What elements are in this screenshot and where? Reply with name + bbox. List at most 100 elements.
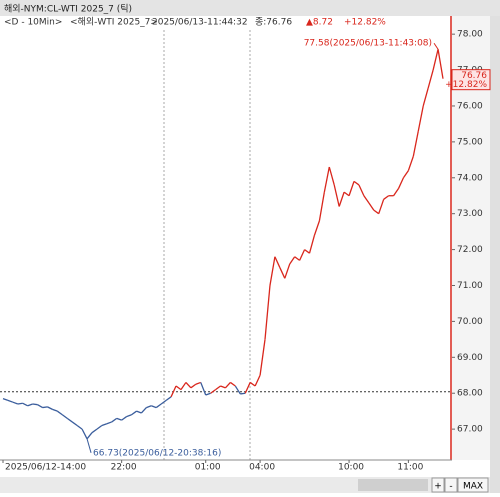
price-segment xyxy=(195,381,201,385)
price-segment xyxy=(407,156,414,171)
price-segment xyxy=(348,181,355,196)
info-symbol: <해외-WTI 2025_7> xyxy=(70,16,158,28)
price-segment xyxy=(294,256,301,261)
price-segment xyxy=(383,195,389,200)
y-tick-label: 69.00 xyxy=(457,353,483,363)
price-segment xyxy=(318,192,325,221)
annotation: 77.58(2025/06/13-11:43:08) xyxy=(304,39,432,49)
price-segment xyxy=(91,428,98,434)
price-segment xyxy=(323,166,330,193)
price-segment xyxy=(432,49,439,71)
info-period: <D - 10Min> xyxy=(4,18,62,28)
price-segment xyxy=(259,339,266,376)
price-segment xyxy=(27,403,33,407)
y-tick-label: 75.00 xyxy=(457,137,483,147)
price-segment xyxy=(220,385,226,389)
price-segment xyxy=(200,382,207,396)
price-segment xyxy=(422,87,429,107)
price-segment xyxy=(140,407,147,414)
price-segment xyxy=(81,428,88,440)
scroll-thumb[interactable] xyxy=(358,479,428,491)
price-segment xyxy=(234,385,241,395)
button-label: + xyxy=(434,482,442,492)
y-tick-label: 73.00 xyxy=(457,209,483,219)
zoom-out-button[interactable]: - xyxy=(444,477,458,493)
price-segment xyxy=(279,267,286,279)
price-segment xyxy=(224,382,231,389)
price-segment xyxy=(363,195,370,204)
price-segment xyxy=(52,408,58,412)
price-segment xyxy=(249,381,256,387)
price-segment xyxy=(333,184,340,207)
zoom-in-button[interactable]: + xyxy=(431,477,445,493)
price-segment xyxy=(121,416,127,421)
price-segment xyxy=(343,191,350,197)
price-segment xyxy=(254,374,261,387)
price-segment xyxy=(397,177,405,189)
y-tick-label: 76.00 xyxy=(457,101,483,111)
price-segment xyxy=(240,392,246,395)
price-segment xyxy=(37,404,43,409)
price-segment xyxy=(111,417,118,423)
price-segment xyxy=(373,209,380,215)
button-label: MAX xyxy=(463,482,483,492)
last-price-change: +12.82% xyxy=(445,80,487,90)
price-segment xyxy=(353,180,360,186)
price-segment xyxy=(180,382,187,390)
x-tick-label: 01:00 xyxy=(195,463,221,473)
price-segment xyxy=(190,383,197,389)
price-segment xyxy=(338,191,345,207)
info-change: ▲8.72 xyxy=(306,18,333,28)
price-segment xyxy=(402,170,409,179)
price-segment xyxy=(47,406,53,410)
price-segment xyxy=(393,188,400,197)
max-button[interactable]: MAX xyxy=(457,477,489,493)
y-tick-label: 72.00 xyxy=(457,245,483,255)
price-segment xyxy=(269,256,276,286)
price-segment xyxy=(437,49,444,79)
price-segment xyxy=(160,399,167,405)
price-segment xyxy=(289,256,296,265)
price-segment xyxy=(308,235,316,254)
annotation-leader xyxy=(433,42,439,50)
y-tick-label: 71.00 xyxy=(457,281,483,291)
price-segment xyxy=(86,432,93,440)
info-percent: +12.82% xyxy=(344,18,386,28)
price-segment xyxy=(12,401,19,405)
price-segment xyxy=(170,385,177,398)
x-tick-label: 11:00 xyxy=(397,463,423,473)
price-segment xyxy=(2,397,9,402)
price-segment xyxy=(205,392,211,396)
info-time: 2025/06/13-11:44:32 xyxy=(152,18,248,28)
x-tick-label: 10:00 xyxy=(338,463,364,473)
price-segment xyxy=(230,381,236,387)
price-segment xyxy=(215,385,221,391)
info-close: 종:76.76 xyxy=(255,17,292,28)
price-segment xyxy=(185,382,192,389)
price-segment xyxy=(96,425,103,430)
y-tick-label: 67.00 xyxy=(457,425,483,435)
price-segment xyxy=(101,423,108,427)
price-segment xyxy=(417,105,424,132)
window-title: 해외-NYM:CL-WTI 2025_7 (틱) xyxy=(4,3,132,15)
price-segment xyxy=(368,202,375,211)
button-label: - xyxy=(449,482,452,492)
price-segment xyxy=(328,166,335,186)
price-segment xyxy=(210,389,216,394)
y-tick-label: 74.00 xyxy=(457,173,483,183)
price-segment xyxy=(165,396,172,401)
price-segment xyxy=(378,199,385,214)
price-segment xyxy=(146,405,152,409)
price-segment xyxy=(106,421,112,425)
price-segment xyxy=(17,402,23,405)
price-segment xyxy=(7,399,14,403)
price-segment xyxy=(66,417,73,423)
y-tick-label: 70.00 xyxy=(457,317,483,327)
x-tick-label: 04:00 xyxy=(249,463,275,473)
price-segment xyxy=(151,405,157,409)
price-segment xyxy=(274,256,281,268)
price-segment xyxy=(244,382,251,394)
price-segment xyxy=(61,414,68,419)
price-segment xyxy=(304,249,310,254)
